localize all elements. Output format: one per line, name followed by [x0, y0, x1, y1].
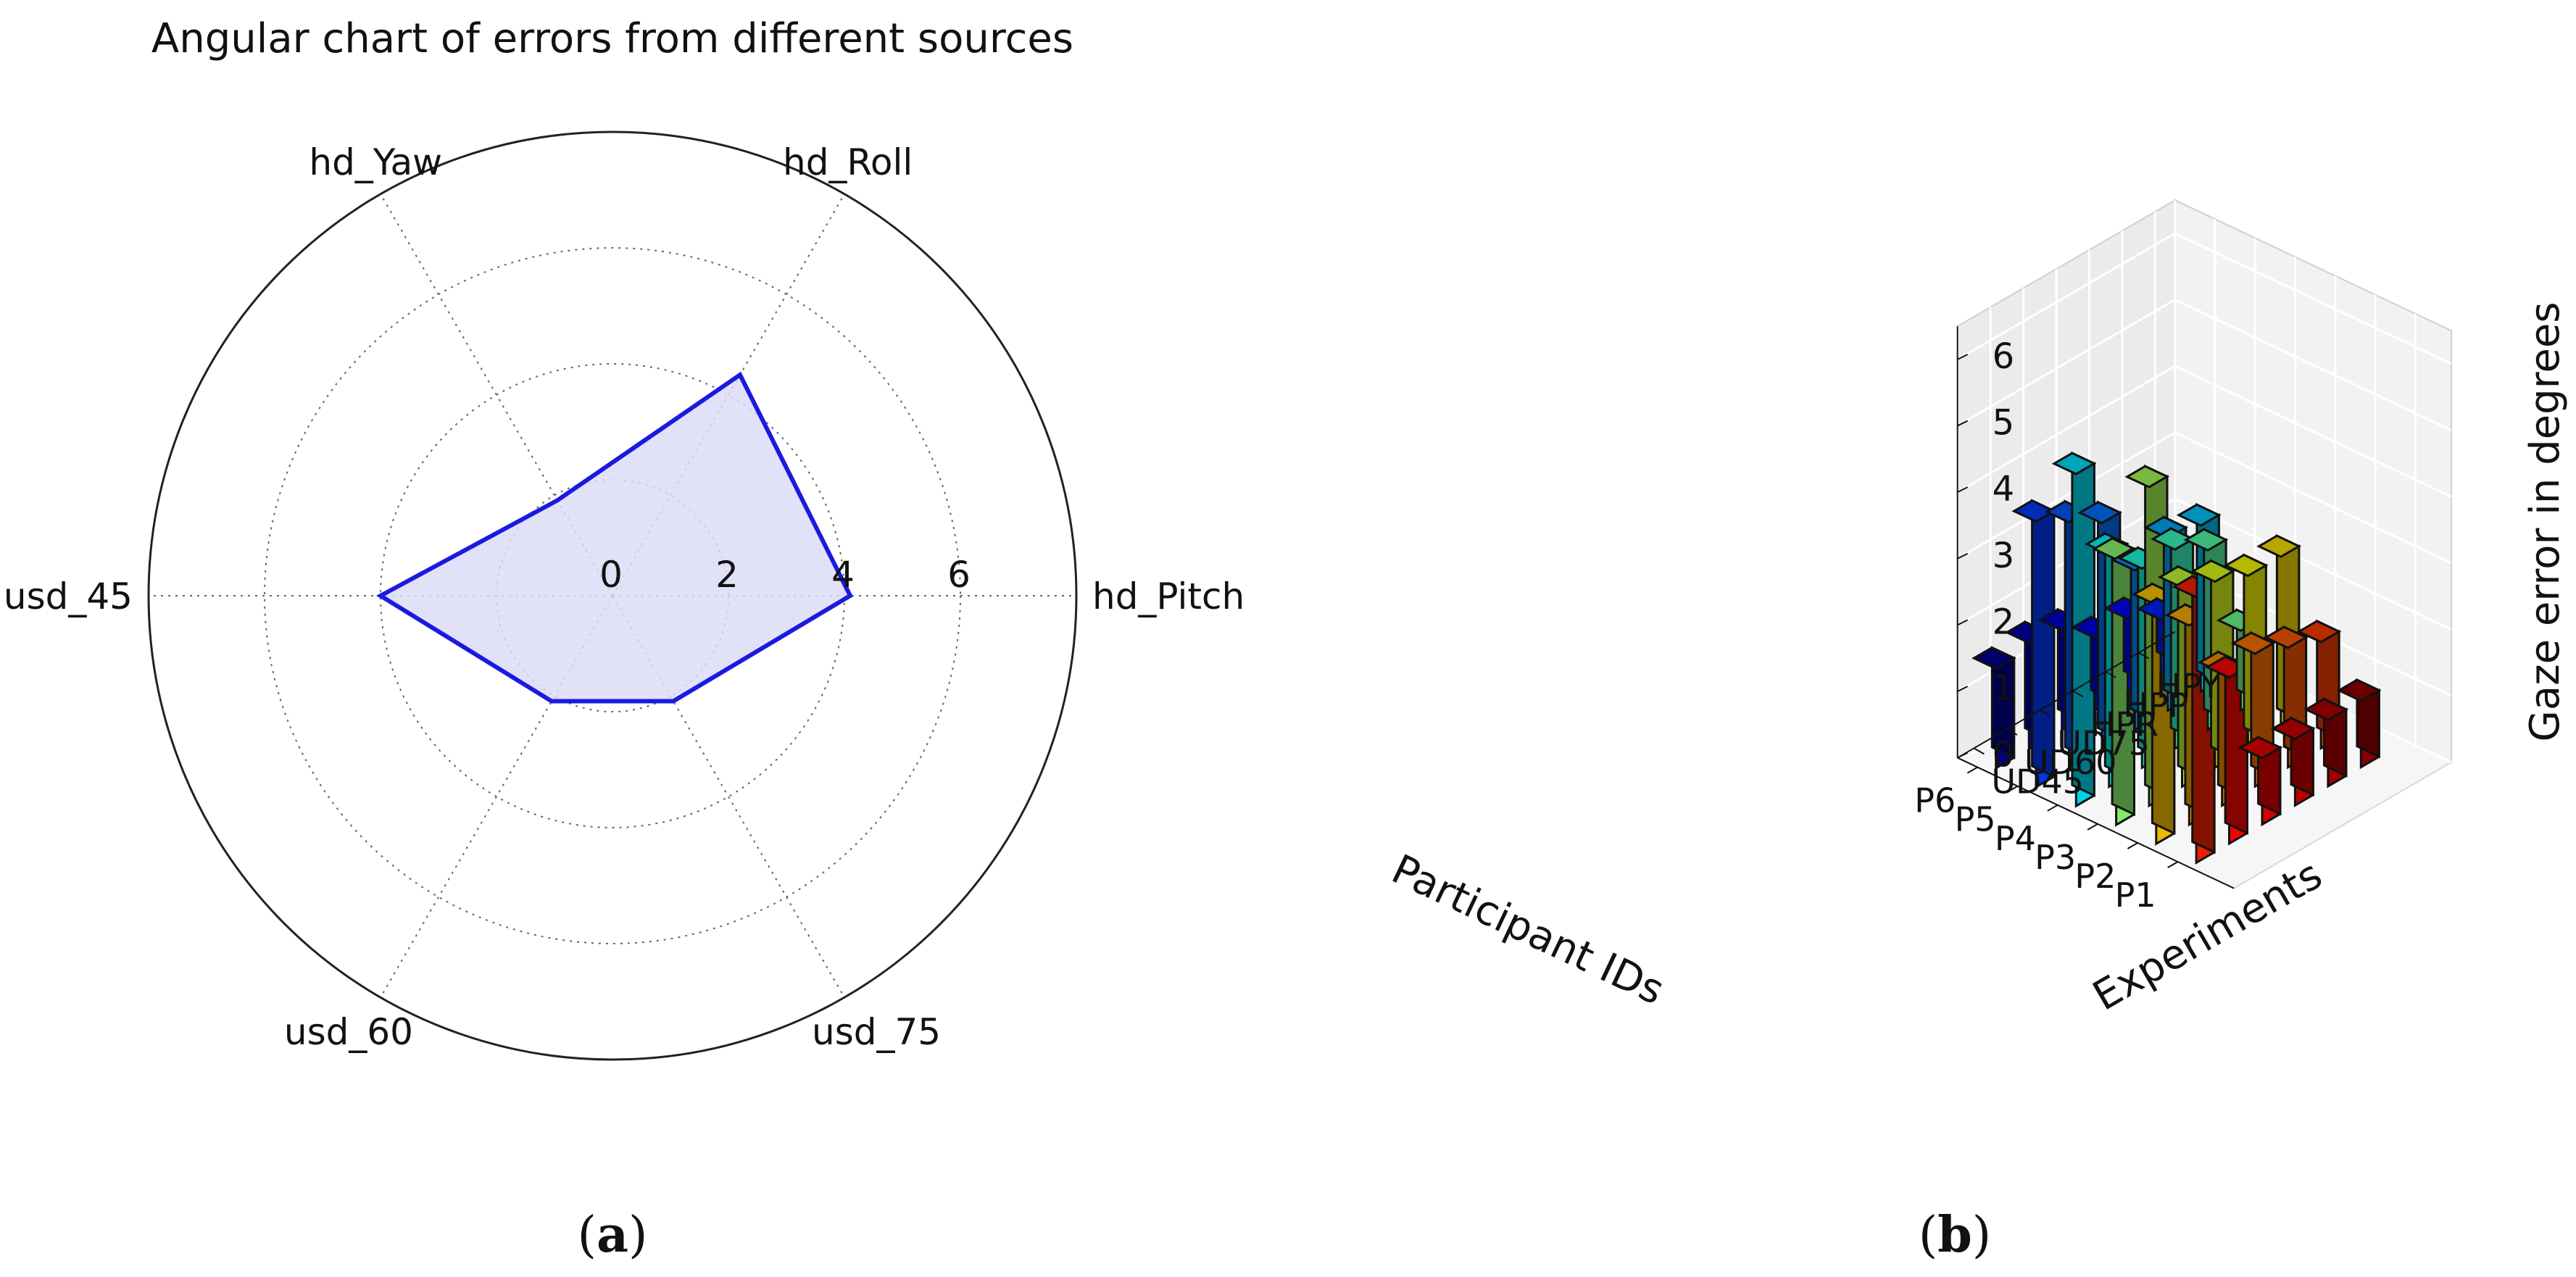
bar3d-bar-top [2230, 631, 2276, 655]
radar-axis-labels: hd_Pitch hd_Roll hd_Yaw usd_45 usd_60 usd_75 [4, 141, 1245, 1053]
bar3d-z-tick-label: 6 [1993, 336, 2015, 377]
bar3d-bar-side [2031, 499, 2056, 778]
bar3d-z-tick [1957, 486, 1969, 494]
radar-series [376, 371, 853, 704]
radar-area [381, 375, 850, 702]
bar3d-z-tick [1957, 420, 1969, 427]
bar3d-x-tick-label: P1 [2115, 875, 2156, 915]
bar3d-bar-top [2077, 501, 2123, 525]
bar3d-y-tick [2138, 652, 2150, 660]
bar3d-y-tick-label: HPR [2090, 704, 2159, 744]
bar3d-x-tick-label: P4 [1995, 819, 2036, 858]
radar-axis-label: usd_45 [4, 575, 133, 617]
bar3d-x-tick [1966, 766, 1978, 774]
bar3d-z-tick-label: 4 [1993, 469, 2015, 509]
bar3d-x-tick [2007, 785, 2019, 793]
bar3d-x-tick-label: P2 [2074, 857, 2116, 896]
radar-spoke [612, 595, 845, 998]
bar3d-bar [2238, 735, 2283, 827]
bar3d-bar-top [2296, 620, 2342, 644]
bar3d-bar-top [2263, 625, 2309, 649]
radar-chart: Angular chart of errors from different s… [4, 15, 1245, 1061]
bar3d-y-tick [2105, 671, 2116, 678]
bar3d-z-tick-label: 3 [1993, 536, 2015, 576]
radar-title: Angular chart of errors from different s… [151, 15, 1073, 62]
bar3d-y-tick-label: HPP [2123, 686, 2188, 725]
bar3d-z-tick [1957, 686, 1969, 692]
bar3d-z-tick-label: 5 [1993, 403, 2015, 444]
bar3d-bar [2303, 697, 2349, 789]
bar3d-bar [2011, 499, 2057, 789]
bar3d-y-tick-label: UD75 [2057, 724, 2150, 763]
bar3d-bars [1972, 451, 2382, 865]
bar3d-bar-top [2238, 736, 2283, 760]
bar3d-y-tick [2006, 728, 2018, 736]
bar3d-bar-top [2051, 452, 2097, 475]
radar-axis-label: hd_Pitch [1092, 575, 1245, 617]
bar3d-y-tick-label: UD60 [2024, 743, 2117, 782]
bar3d-y-tick [2039, 709, 2051, 717]
bar3d-y-tick-label: HPY [2156, 667, 2222, 706]
radar-ring-label: 0 [599, 554, 623, 596]
radar-ring-labels: 0 2 4 6 [599, 554, 971, 596]
bar3d-z-tick [1957, 619, 1969, 626]
bar3d-z-tick-label: 0 [1993, 735, 2015, 775]
bar3d-bar [2336, 678, 2382, 770]
bar3d-x-tick [2167, 861, 2179, 868]
bar3d-y-tick [1973, 747, 1985, 755]
bar3d-x-tick-label: P6 [1914, 781, 1956, 820]
bar3d-x-tick [2127, 842, 2138, 849]
radar-axis-label: usd_75 [812, 1011, 941, 1053]
bar3d-bar-top [2150, 527, 2195, 551]
bar3d-bar-top [2176, 503, 2222, 527]
bar3d-x-tick [2087, 823, 2098, 831]
bar3d-bar-top [2190, 560, 2236, 583]
bar3d-bar-top [2011, 499, 2057, 523]
bar3d-bar-top [2223, 554, 2269, 578]
bar3d-bar [2270, 716, 2316, 807]
radar-axis-label: usd_60 [284, 1011, 413, 1053]
bar3d-y-axis-line [1957, 631, 2176, 759]
bar3d-x-tick-label: P3 [2035, 838, 2076, 877]
radar-outer-circle [147, 130, 1078, 1061]
bar3d-zlabel: Gaze error in degrees [2522, 301, 2569, 741]
bar3d-y-tick [2072, 690, 2084, 698]
bar3d-y-tick-label: UD45 [1991, 762, 2084, 801]
bar3d-z-tick-label: 2 [1993, 602, 2015, 642]
radar-spoke [380, 595, 613, 998]
bar3d-z-tick-label: 1 [1993, 668, 2015, 709]
radar-spoke [380, 194, 613, 596]
radar-ring-label: 2 [715, 554, 739, 596]
bar3d-bar-top [2183, 528, 2229, 552]
bar3d-bar-top [1972, 646, 2016, 670]
bar3d-x-axis-line [1957, 757, 2235, 889]
bar3d-bar-top [2256, 534, 2302, 558]
bar3d-z-tick [1957, 552, 1969, 560]
panel-b-caption: (b) [1919, 1206, 1992, 1264]
radar-line [376, 371, 853, 704]
bar3d-z-tick [1957, 354, 1969, 360]
radar-axis-label: hd_Roll [783, 141, 913, 183]
bar3d-bar-top [2124, 465, 2170, 488]
bar3d-x-tick [2047, 804, 2058, 812]
bar3d-bar-top [2303, 697, 2349, 721]
bar3d-xlabel: Participant IDs [1384, 846, 1671, 1014]
radar-axis-label: hd_Yaw [309, 141, 442, 183]
bar3d-bar-top [2270, 717, 2316, 741]
radar-ring-label: 4 [831, 554, 855, 596]
panel-a-caption: (a) [577, 1206, 647, 1264]
radar-ring-label: 6 [947, 554, 971, 596]
bar3d-bar-top [2336, 678, 2382, 702]
bar3d-x-tick-label: P5 [1955, 800, 1996, 839]
